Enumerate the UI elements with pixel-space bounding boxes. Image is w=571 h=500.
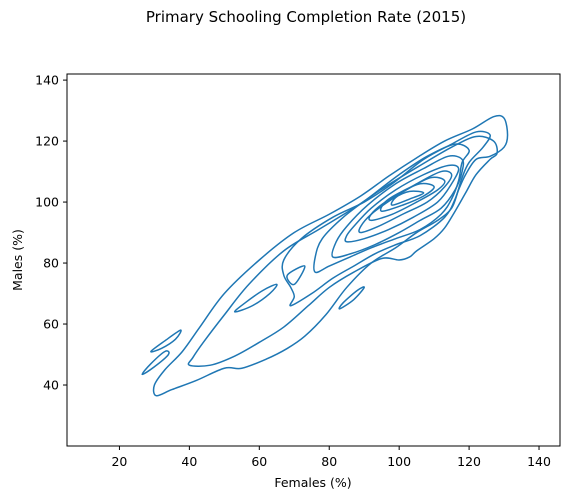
y-tick-label: 40	[43, 378, 59, 393]
y-tick-label: 120	[35, 134, 59, 149]
contour-outer	[152, 114, 509, 397]
plot-area	[141, 114, 509, 397]
y-tick-label: 140	[35, 73, 59, 88]
chart-title: Primary Schooling Completion Rate (2015)	[146, 8, 466, 26]
contour-island-60	[234, 283, 278, 313]
contour-island-small-b	[141, 350, 170, 376]
contour-island-small-c	[338, 286, 365, 310]
y-axis-label: Males (%)	[10, 229, 25, 291]
y-tick-label: 60	[43, 317, 59, 332]
contour-level-9	[379, 182, 435, 212]
contour-level-3	[281, 130, 491, 307]
contour-level-6	[344, 164, 460, 243]
x-tick-label: 20	[111, 454, 127, 469]
x-axis: 20 40 60 80 100 120 140	[111, 446, 551, 469]
x-tick-label: 120	[457, 454, 481, 469]
contour-island-70	[286, 265, 306, 286]
x-tick-label: 100	[387, 454, 411, 469]
contour-level-10	[390, 190, 425, 206]
contour-island-small-a	[150, 329, 182, 353]
contour-level-4	[313, 143, 470, 274]
x-tick-label: 40	[181, 454, 197, 469]
plot-frame	[66, 73, 561, 447]
contour-level-5	[331, 155, 465, 259]
x-tick-label: 140	[527, 454, 551, 469]
y-tick-label: 100	[35, 195, 59, 210]
contour-level-2	[187, 135, 499, 367]
y-axis: 40 60 80 100 120 140	[35, 73, 67, 393]
x-tick-label: 80	[321, 454, 337, 469]
x-tick-label: 60	[251, 454, 267, 469]
contour-level-8	[368, 176, 446, 222]
y-tick-label: 80	[43, 256, 59, 271]
x-axis-label: Females (%)	[274, 475, 351, 490]
